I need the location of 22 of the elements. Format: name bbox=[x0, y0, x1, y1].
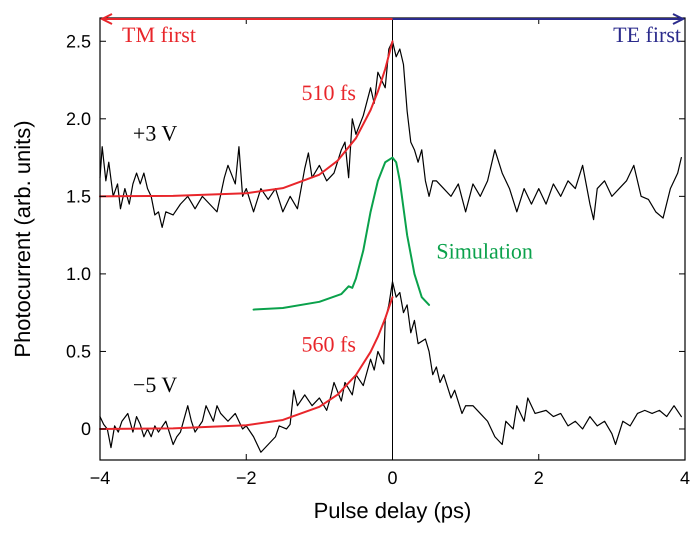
y-axis-title: Photocurrent (arb. units) bbox=[10, 120, 35, 358]
y-tick-label: 2.5 bbox=[66, 31, 91, 52]
x-axis-title: Pulse delay (ps) bbox=[314, 498, 472, 523]
annotation: TM first bbox=[122, 22, 196, 47]
series-label: 510 fs bbox=[302, 80, 356, 106]
line-series bbox=[99, 296, 394, 430]
series-label: −5 V bbox=[132, 372, 178, 397]
y-tick-label: 0 bbox=[80, 418, 91, 439]
y-tick-label: 0.5 bbox=[66, 341, 91, 362]
x-tick-label: 0 bbox=[387, 468, 398, 488]
x-tick-label: 2 bbox=[534, 468, 544, 488]
x-tick-label: 4 bbox=[680, 468, 690, 488]
series-label: +3 V bbox=[132, 120, 178, 146]
series-label: Simulation bbox=[436, 238, 533, 264]
x-tick-label: −4 bbox=[90, 468, 110, 488]
annotation: TE first bbox=[613, 22, 681, 47]
y-tick-label: 2.0 bbox=[66, 108, 91, 129]
x-tick-label: −2 bbox=[236, 468, 257, 488]
y-tick-label: 1.0 bbox=[66, 264, 91, 284]
y-tick-label: 1.5 bbox=[66, 186, 91, 206]
series-label: 560 fs bbox=[302, 331, 356, 356]
line-series bbox=[252, 156, 430, 311]
